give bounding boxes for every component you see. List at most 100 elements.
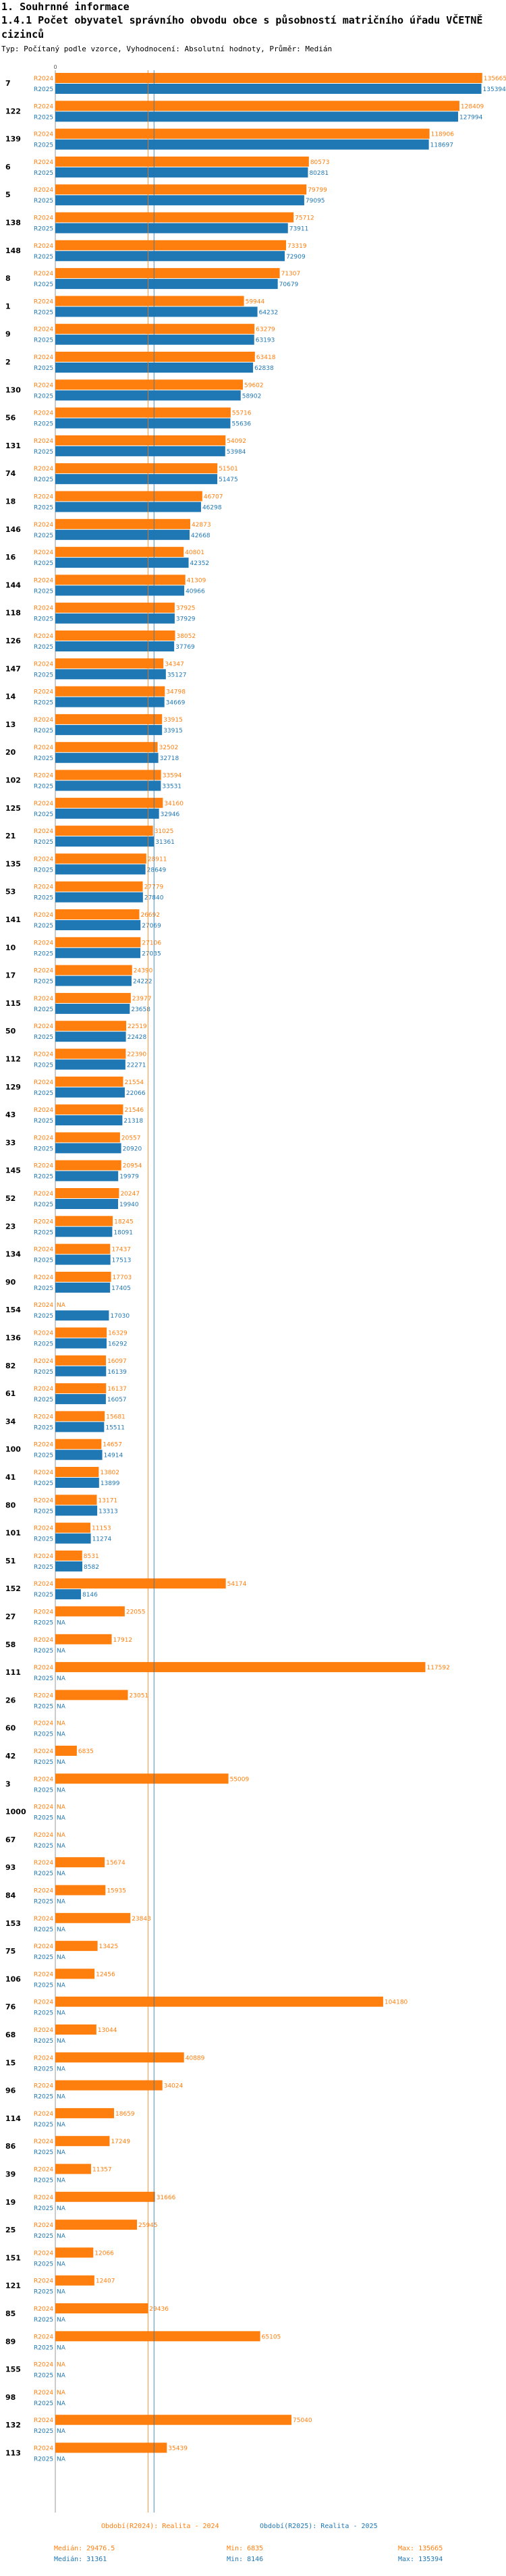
series-label: R2024 — [34, 76, 53, 82]
na-label: NA — [57, 1620, 66, 1627]
series-label: R2025 — [34, 2205, 53, 2212]
na-label: NA — [57, 2390, 66, 2396]
series-label: R2025 — [34, 254, 53, 261]
category-label: 76 — [5, 2003, 16, 2012]
series-label: R2025 — [34, 2400, 53, 2407]
na-label: NA — [57, 2317, 66, 2324]
stat-r2025-max: Max: 135394 — [398, 2556, 443, 2563]
category-label: 153 — [5, 1919, 21, 1928]
bar — [55, 1634, 112, 1644]
data-label: 14657 — [103, 1442, 122, 1449]
data-label: 18245 — [114, 1218, 134, 1225]
series-label: R2025 — [34, 505, 53, 512]
bar — [55, 1338, 107, 1349]
series-label: R2024 — [34, 2027, 53, 2034]
series-label: R2024 — [34, 1665, 53, 1671]
data-label: 34160 — [164, 801, 184, 807]
category-label: 51 — [5, 1557, 16, 1565]
data-label: 80281 — [309, 170, 329, 177]
series-label: R2024 — [34, 1497, 53, 1504]
series-label: R2024 — [34, 2334, 53, 2340]
series-label: R2024 — [34, 1692, 53, 1699]
bar — [55, 1243, 111, 1254]
bar — [55, 1059, 125, 1070]
category-label: 148 — [5, 246, 21, 255]
data-label: 8531 — [84, 1553, 99, 1560]
series-label: R2024 — [34, 1470, 53, 1476]
data-label: 12066 — [94, 2250, 114, 2257]
category-label: 129 — [5, 1083, 21, 1092]
na-label: NA — [57, 2289, 66, 2296]
series-label: R2025 — [34, 1453, 53, 1459]
data-label: 20920 — [123, 1146, 142, 1152]
data-label: 75040 — [293, 2417, 312, 2424]
bar — [55, 111, 459, 122]
data-label: 118906 — [431, 132, 455, 138]
bar — [55, 1048, 126, 1059]
data-label: 16137 — [107, 1386, 127, 1393]
series-label: R2025 — [34, 1424, 53, 1431]
data-label: 27106 — [142, 940, 161, 946]
data-label: 71307 — [281, 271, 301, 277]
bar — [55, 965, 132, 975]
na-label: NA — [57, 2094, 66, 2101]
series-label: R2024 — [34, 689, 53, 696]
category-label: 13 — [5, 720, 16, 729]
series-label: R2024 — [34, 2446, 53, 2452]
series-label: R2025 — [34, 1592, 53, 1599]
data-label: 32946 — [161, 811, 180, 818]
na-label: NA — [57, 1721, 66, 1727]
na-label: NA — [57, 1648, 66, 1655]
series-label: R2024 — [34, 1860, 53, 1867]
category-label: 2 — [5, 358, 11, 367]
data-label: 21318 — [123, 1118, 143, 1125]
bar — [55, 240, 286, 250]
na-label: NA — [57, 2373, 66, 2380]
data-label: 23051 — [130, 1692, 149, 1699]
category-label: 145 — [5, 1166, 21, 1175]
data-label: 33915 — [163, 728, 183, 734]
category-label: 20 — [5, 748, 16, 757]
data-label: 37925 — [176, 606, 196, 612]
bar — [55, 1522, 91, 1533]
series-label: R2024 — [34, 438, 53, 445]
bar — [55, 1912, 131, 1923]
chart-subtitle: Typ: Počítaný podle vzorce, Vyhodnocení:… — [1, 45, 333, 53]
data-label: 59602 — [244, 382, 264, 389]
category-label: 136 — [5, 1334, 21, 1343]
series-label: R2025 — [34, 839, 53, 846]
category-label: 19 — [5, 2198, 16, 2207]
na-label: NA — [57, 1982, 66, 1989]
series-label: R2024 — [34, 2250, 53, 2257]
series-label: R2025 — [34, 449, 53, 456]
category-label: 113 — [5, 2449, 21, 2458]
bar — [55, 296, 244, 306]
series-label: R2025 — [34, 2094, 53, 2101]
data-label: 23977 — [132, 996, 152, 1002]
series-label: R2024 — [34, 1888, 53, 1895]
series-label: R2025 — [34, 867, 53, 874]
bar — [55, 630, 175, 641]
series-label: R2024 — [34, 1247, 53, 1254]
series-label: R2025 — [34, 1313, 53, 1320]
data-label: 6835 — [78, 1748, 94, 1755]
bar — [55, 352, 255, 362]
category-label: 18 — [5, 498, 16, 506]
series-label: R2025 — [34, 784, 53, 790]
series-label: R2024 — [34, 1581, 53, 1588]
series-label: R2024 — [34, 745, 53, 751]
bar — [55, 435, 226, 446]
series-label: R2025 — [34, 2178, 53, 2184]
data-label: 34024 — [164, 2083, 184, 2090]
category-label: 41 — [5, 1473, 16, 1482]
bar — [55, 212, 294, 223]
data-label: 135665 — [484, 76, 506, 82]
bar — [55, 1282, 111, 1293]
bar — [55, 602, 175, 613]
data-label: 54092 — [227, 438, 246, 445]
data-label: 41309 — [187, 577, 206, 584]
category-label: 75 — [5, 1947, 16, 1956]
series-label: R2025 — [34, 1285, 53, 1292]
bar — [55, 892, 143, 903]
stat-r2025-median: Medián: 31361 — [54, 2556, 107, 2563]
